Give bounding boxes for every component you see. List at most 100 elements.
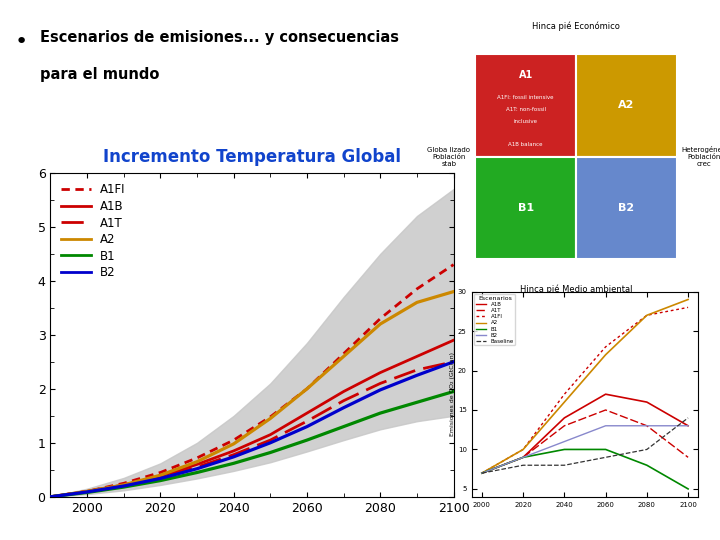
A1FI xyxy=(449,261,458,268)
A1T xyxy=(413,367,421,373)
A1FI xyxy=(376,315,384,322)
A2 xyxy=(339,353,348,360)
A2 xyxy=(230,441,238,447)
A1B xyxy=(302,410,311,416)
A1T xyxy=(449,359,458,365)
A1T xyxy=(120,482,128,489)
Text: Escenarios de emisiones... y consecuencias: Escenarios de emisiones... y consecuenci… xyxy=(40,30,399,45)
A2 xyxy=(302,386,311,392)
B1 xyxy=(46,494,55,500)
A2 xyxy=(193,458,202,465)
B2 xyxy=(46,494,55,500)
A1FI xyxy=(83,488,91,495)
B2 xyxy=(413,372,421,379)
A1B xyxy=(449,337,458,343)
A2 xyxy=(266,415,274,422)
A1B xyxy=(376,369,384,376)
Line: A1T: A1T xyxy=(50,362,454,497)
B1 xyxy=(266,449,274,456)
A1FI xyxy=(339,350,348,357)
Line: B2: B2 xyxy=(50,362,454,497)
A1B xyxy=(120,482,128,488)
A1B xyxy=(266,431,274,438)
B1 xyxy=(339,423,348,430)
A1T xyxy=(156,475,165,481)
A1B xyxy=(83,488,91,495)
Text: A1: A1 xyxy=(518,70,533,79)
Title: Incremento Temperatura Global: Incremento Temperatura Global xyxy=(103,147,401,166)
A1T xyxy=(230,451,238,458)
Text: A2: A2 xyxy=(618,100,634,110)
A1B xyxy=(193,461,202,468)
Text: Globa lizado
Población
stab: Globa lizado Población stab xyxy=(427,146,470,167)
B2 xyxy=(230,454,238,460)
A2 xyxy=(449,288,458,295)
Text: inclusive: inclusive xyxy=(513,119,538,124)
B1 xyxy=(83,489,91,496)
A1T xyxy=(266,437,274,443)
A1T xyxy=(302,418,311,424)
Line: B1: B1 xyxy=(50,392,454,497)
B2 xyxy=(266,440,274,446)
A1FI xyxy=(413,286,421,292)
Legend: A1FI, A1B, A1T, A2, B1, B2: A1FI, A1B, A1T, A2, B1, B2 xyxy=(56,179,130,284)
A1B xyxy=(413,353,421,360)
A1FI xyxy=(193,455,202,461)
B1 xyxy=(449,388,458,395)
Bar xyxy=(475,157,576,259)
A2 xyxy=(156,472,165,478)
Line: A1B: A1B xyxy=(50,340,454,497)
A2 xyxy=(46,494,55,500)
A1T xyxy=(339,397,348,404)
B1 xyxy=(120,484,128,490)
A1B xyxy=(156,473,165,480)
B1 xyxy=(193,469,202,476)
Bar xyxy=(576,54,677,157)
Text: B1: B1 xyxy=(518,203,534,213)
A1FI xyxy=(266,414,274,420)
Text: A1B balance: A1B balance xyxy=(508,142,543,147)
Legend: A1B, A1T, A1FI, A2, B1, B2, Baseline: A1B, A1T, A1FI, A2, B1, B2, Baseline xyxy=(474,294,516,346)
A1FI xyxy=(46,494,55,500)
Text: Hinca pié Medio ambiental: Hinca pié Medio ambiental xyxy=(520,285,632,294)
Text: Heterogéneo
Población
crec: Heterogéneo Población crec xyxy=(682,146,720,167)
A1T xyxy=(376,380,384,387)
Text: •: • xyxy=(14,32,27,52)
B2 xyxy=(120,483,128,489)
B1 xyxy=(156,477,165,484)
A1FI xyxy=(302,386,311,392)
A1B xyxy=(230,448,238,454)
Text: Hinca pié Económico: Hinca pié Económico xyxy=(532,22,620,31)
Bar xyxy=(576,157,677,259)
Bar xyxy=(475,54,576,157)
Y-axis label: Emisiones de CO₂ (GtC/an): Emisiones de CO₂ (GtC/an) xyxy=(450,352,455,436)
Text: A1T: non-fossil: A1T: non-fossil xyxy=(505,107,546,112)
Text: A1FI: fossil intensive: A1FI: fossil intensive xyxy=(498,94,554,99)
A1T xyxy=(193,464,202,470)
A1FI xyxy=(120,480,128,487)
A1T xyxy=(83,488,91,495)
A1FI xyxy=(230,437,238,443)
A2 xyxy=(413,299,421,306)
B1 xyxy=(230,460,238,467)
A2 xyxy=(120,482,128,488)
A1B xyxy=(46,494,55,500)
A2 xyxy=(83,488,91,495)
B2 xyxy=(193,465,202,472)
B1 xyxy=(413,399,421,406)
B2 xyxy=(376,387,384,393)
Line: A2: A2 xyxy=(50,292,454,497)
B2 xyxy=(83,489,91,495)
Text: B2: B2 xyxy=(618,203,634,213)
B1 xyxy=(376,410,384,416)
A1B xyxy=(339,388,348,395)
A1FI xyxy=(156,469,165,476)
A2 xyxy=(376,321,384,327)
A1T xyxy=(46,494,55,500)
B2 xyxy=(339,404,348,411)
B1 xyxy=(302,437,311,443)
Line: A1FI: A1FI xyxy=(50,265,454,497)
B2 xyxy=(449,359,458,365)
Text: para el mundo: para el mundo xyxy=(40,68,159,83)
B2 xyxy=(156,475,165,482)
